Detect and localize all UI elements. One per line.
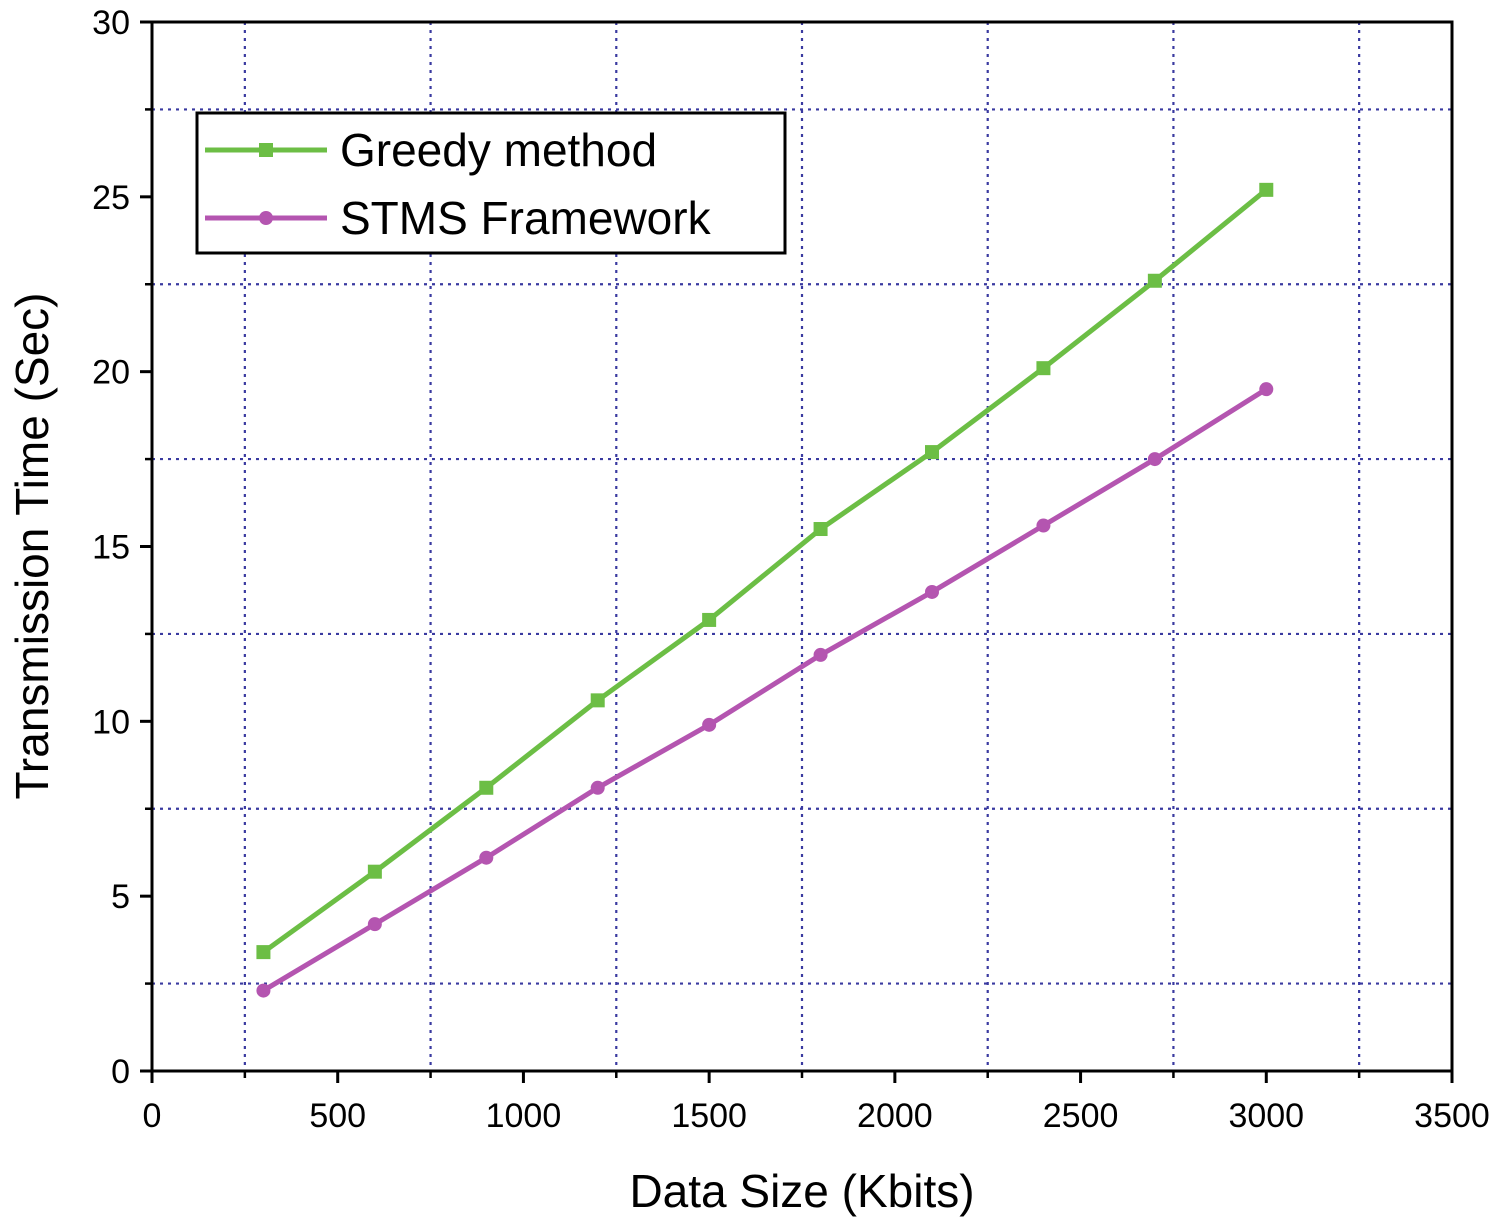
data-point-greedy-method <box>1036 361 1051 376</box>
data-point-stms-framework <box>702 717 717 732</box>
data-point-stms-framework <box>590 780 605 795</box>
data-point-stms-framework <box>813 647 828 662</box>
y-tick-label: 15 <box>92 529 130 567</box>
data-point-greedy-method <box>590 693 605 708</box>
legend: Greedy method STMS Framework <box>195 111 787 255</box>
data-point-greedy-method <box>1147 273 1162 288</box>
x-tick-labels: 0 500 1000 1500 2000 2500 3000 3500 <box>143 1097 1490 1135</box>
x-tick-label: 1000 <box>486 1097 562 1135</box>
y-tick-label: 5 <box>111 878 130 916</box>
y-tick-labels: 0 5 10 15 20 25 30 <box>92 4 130 1091</box>
x-tick-label: 2500 <box>1043 1097 1119 1135</box>
data-point-stms-framework <box>1259 382 1274 397</box>
series-line-stms-framework <box>262 387 1268 993</box>
data-point-greedy-method <box>367 864 382 879</box>
data-point-greedy-method <box>702 612 717 627</box>
legend-marker-greedy <box>259 143 273 157</box>
data-point-stms-framework <box>256 983 271 998</box>
data-point-stms-framework <box>479 850 494 865</box>
y-tick-label: 30 <box>92 4 130 42</box>
x-axis-title: Data Size (Kbits) <box>629 1165 974 1217</box>
x-tick-label: 1500 <box>671 1097 747 1135</box>
x-tick-label: 3500 <box>1414 1097 1490 1135</box>
legend-box <box>195 111 787 255</box>
data-point-greedy-method <box>479 780 494 795</box>
legend-label-stms: STMS Framework <box>340 192 712 244</box>
y-tick-label: 25 <box>92 179 130 217</box>
grid-lines <box>152 22 1452 1071</box>
x-tick-label: 3000 <box>1228 1097 1304 1135</box>
data-point-greedy-method <box>1259 182 1274 197</box>
x-tick-label: 2000 <box>857 1097 933 1135</box>
data-point-greedy-method <box>813 522 828 537</box>
y-axis-title: Transmission Time (Sec) <box>6 293 58 800</box>
data-point-stms-framework <box>1147 452 1162 467</box>
y-tick-label: 10 <box>92 703 130 741</box>
data-point-stms-framework <box>1036 518 1051 533</box>
legend-marker-stms <box>259 211 273 225</box>
series-line-greedy-method <box>261 187 1268 955</box>
series-layer <box>256 182 1274 998</box>
y-tick-label: 20 <box>92 354 130 392</box>
x-tick-label: 500 <box>309 1097 366 1135</box>
data-point-stms-framework <box>925 584 939 599</box>
axis-ticks <box>140 20 1454 1083</box>
data-point-greedy-method <box>925 445 939 460</box>
x-tick-label: 0 <box>143 1097 162 1135</box>
legend-label-greedy: Greedy method <box>340 124 657 176</box>
data-point-greedy-method <box>256 945 271 960</box>
y-tick-label: 0 <box>111 1053 130 1091</box>
data-point-stms-framework <box>367 917 382 932</box>
